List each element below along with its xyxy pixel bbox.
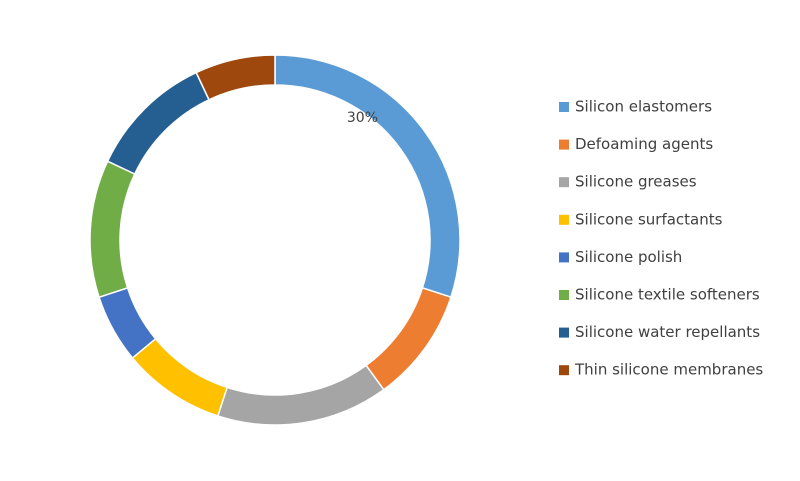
donut-slice (89, 160, 136, 299)
legend-label: Silicone textile softeners (575, 286, 760, 304)
legend-swatch (559, 290, 569, 300)
legend-label: Silicone polish (575, 248, 682, 266)
donut-slice (274, 54, 461, 299)
legend-swatch (559, 214, 569, 225)
legend-label: Silicone surfactants (575, 210, 723, 228)
legend-label: Silicone water repellants (575, 323, 760, 341)
data-label: 30% (347, 110, 378, 126)
donut-slice (365, 286, 452, 391)
legend-label: Thin silicone membranes (574, 361, 763, 379)
legend-swatch (559, 177, 569, 188)
legend-swatch (559, 365, 569, 376)
donut-slice (195, 54, 276, 101)
legend-label: Defoaming agents (575, 135, 713, 153)
donut-slice (106, 71, 211, 176)
legend-swatch (559, 102, 569, 112)
legend-swatch (559, 327, 569, 338)
legend-label: Silicone greases (575, 173, 697, 191)
donut-slice (216, 364, 385, 426)
legend-swatch (559, 252, 569, 263)
donut-slice (131, 337, 229, 417)
legend-swatch (559, 139, 569, 150)
legend-label: Silicon elastomers (575, 98, 712, 116)
